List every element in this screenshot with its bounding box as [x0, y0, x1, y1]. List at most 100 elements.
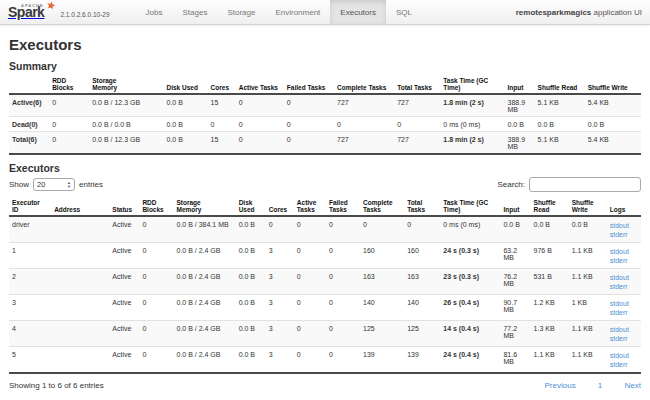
executor-cell: 0.0 B / 384.1 MB	[173, 216, 235, 243]
log-link-stdout[interactable]: stdout	[610, 221, 638, 230]
executors-column-header[interactable]: Complete Tasks	[360, 197, 404, 216]
log-link-stderr[interactable]: stderr	[610, 256, 638, 265]
executor-cell: 0.0 B	[500, 216, 530, 243]
executor-cell: 26 s (0.4 s)	[440, 295, 500, 321]
summary-cell: 388.9 MB	[505, 94, 535, 117]
executor-row: 3Active00.0 B / 2.4 GB0.0 B30014014026 s…	[9, 295, 641, 321]
executors-header-row: Executor IDAddressStatusRDD BlocksStorag…	[9, 197, 641, 216]
nav-tab-executors[interactable]: Executors	[330, 0, 386, 24]
spark-version: 2.1.0.2.6.0.10-29	[60, 11, 109, 18]
table-status-text: Showing 1 to 6 of 6 entries	[9, 381, 104, 390]
spark-logo[interactable]: APACHE Spark ★	[8, 3, 53, 21]
executors-column-header[interactable]: Disk Used	[236, 197, 266, 216]
executor-cell: 0	[326, 347, 360, 374]
search-input[interactable]	[529, 177, 641, 192]
executor-cell: 163	[360, 269, 404, 295]
executor-cell: 14 s (0.4 s)	[440, 321, 500, 347]
log-link-stderr[interactable]: stderr	[610, 230, 638, 239]
summary-cell: 0	[236, 132, 284, 155]
executor-cell: 976 B	[531, 243, 569, 269]
executor-cell: 0.0 B	[236, 321, 266, 347]
executor-cell: 3	[266, 321, 294, 347]
summary-column-header: Shuffle Read	[535, 75, 585, 94]
executor-logs-cell: stdoutstderr	[607, 216, 641, 243]
log-link-stderr[interactable]: stderr	[610, 360, 638, 369]
log-link-stderr[interactable]: stderr	[610, 334, 638, 343]
summary-row-label: Dead(0)	[9, 117, 49, 132]
executor-cell: 23 s (0.3 s)	[440, 269, 500, 295]
summary-row-label: Active(6)	[9, 94, 49, 117]
executors-column-header[interactable]: Shuffle Read	[531, 197, 569, 216]
executors-column-header[interactable]: Executor ID	[9, 197, 51, 216]
summary-cell: 0.0 B	[163, 132, 207, 155]
executor-cell: 0.0 B	[236, 216, 266, 243]
executors-column-header[interactable]: Failed Tasks	[326, 197, 360, 216]
executor-cell: 3	[266, 347, 294, 374]
summary-header-row: RDD BlocksStorage MemoryDisk UsedCoresAc…	[9, 75, 641, 94]
nav-tab-stages[interactable]: Stages	[172, 0, 217, 24]
executor-row: 5Active00.0 B / 2.4 GB0.0 B30013913924 s…	[9, 347, 641, 374]
executor-cell: 0	[294, 243, 326, 269]
executors-column-header[interactable]: Total Tasks	[404, 197, 440, 216]
summary-column-header	[9, 75, 49, 94]
executor-cell: 81.6 MB	[500, 347, 530, 374]
executor-cell: 139	[404, 347, 440, 374]
summary-column-header: Shuffle Write	[585, 75, 641, 94]
summary-cell: 0	[236, 117, 284, 132]
executor-cell: 0	[294, 321, 326, 347]
executors-column-header[interactable]: Shuffle Write	[569, 197, 607, 216]
log-link-stdout[interactable]: stdout	[610, 273, 638, 282]
pagination-page-1[interactable]: 1	[598, 381, 602, 390]
executor-cell	[51, 321, 109, 347]
log-link-stderr[interactable]: stderr	[610, 282, 638, 291]
executors-column-header[interactable]: Logs	[607, 197, 641, 216]
executor-cell: 0	[326, 243, 360, 269]
executors-column-header[interactable]: Cores	[266, 197, 294, 216]
summary-table: RDD BlocksStorage MemoryDisk UsedCoresAc…	[9, 75, 641, 155]
summary-column-header: Disk Used	[163, 75, 207, 94]
executors-column-header[interactable]: Active Tasks	[294, 197, 326, 216]
summary-cell: 0.0 B	[585, 117, 641, 132]
executor-row: 2Active00.0 B / 2.4 GB0.0 B30016316323 s…	[9, 269, 641, 295]
summary-column-header: Storage Memory	[89, 75, 163, 94]
summary-row-label: Total(6)	[9, 132, 49, 155]
executors-column-header[interactable]: Storage Memory	[173, 197, 235, 216]
log-link-stdout[interactable]: stdout	[610, 325, 638, 334]
executor-cell: 0	[326, 321, 360, 347]
top-navbar: APACHE Spark ★ 2.1.0.2.6.0.10-29 JobsSta…	[0, 0, 650, 25]
summary-cell: 1.8 min (2 s)	[440, 132, 504, 155]
executors-column-header[interactable]: Task Time (GC Time)	[440, 197, 500, 216]
executor-cell: 0.0 B / 2.4 GB	[173, 269, 235, 295]
summary-cell: 0	[284, 132, 334, 155]
executor-cell: 160	[404, 243, 440, 269]
executors-column-header[interactable]: Input	[500, 197, 530, 216]
executor-row: driverActive00.0 B / 384.1 MB0.0 B000000…	[9, 216, 641, 243]
executor-cell: Active	[109, 243, 139, 269]
navbar-tabs: JobsStagesStorageEnvironmentExecutorsSQL	[136, 0, 422, 24]
log-link-stdout[interactable]: stdout	[610, 299, 638, 308]
nav-tab-storage[interactable]: Storage	[217, 0, 265, 24]
summary-cell: 0	[236, 94, 284, 117]
pagination-next[interactable]: Next	[625, 381, 641, 390]
nav-tab-environment[interactable]: Environment	[265, 0, 330, 24]
summary-column-header: Total Tasks	[394, 75, 440, 94]
executor-logs-cell: stdoutstderr	[607, 347, 641, 374]
page-size-select[interactable]: 20 ▲▼	[33, 178, 75, 191]
executor-cell: 0	[139, 269, 173, 295]
executor-cell: Active	[109, 321, 139, 347]
executors-column-header[interactable]: Address	[51, 197, 109, 216]
nav-tab-jobs[interactable]: Jobs	[136, 0, 173, 24]
summary-cell: 0.0 B	[163, 94, 207, 117]
log-link-stderr[interactable]: stderr	[610, 308, 638, 317]
executors-column-header[interactable]: RDD Blocks	[139, 197, 173, 216]
log-link-stdout[interactable]: stdout	[610, 247, 638, 256]
log-link-stdout[interactable]: stdout	[610, 351, 638, 360]
summary-cell: 5.4 KB	[585, 132, 641, 155]
executor-cell: 1 KB	[569, 295, 607, 321]
executor-cell: Active	[109, 216, 139, 243]
summary-cell: 5.1 KB	[535, 94, 585, 117]
executors-column-header[interactable]: Status	[109, 197, 139, 216]
nav-tab-sql[interactable]: SQL	[386, 0, 422, 24]
pagination-previous[interactable]: Previous	[545, 381, 576, 390]
executor-cell: 0	[139, 295, 173, 321]
